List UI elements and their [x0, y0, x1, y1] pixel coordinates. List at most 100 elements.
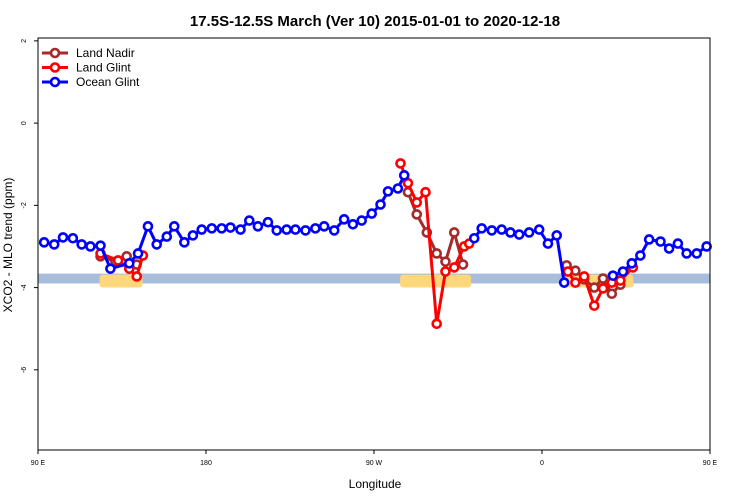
- series-group: [38, 158, 712, 330]
- data-point: [131, 271, 143, 282]
- data-point: [411, 209, 423, 220]
- data-point: [643, 234, 655, 245]
- data-point: [701, 241, 712, 252]
- data-point: [48, 239, 60, 250]
- data-point: [225, 222, 236, 233]
- data-point: [606, 288, 618, 300]
- data-point: [496, 224, 507, 235]
- data-point: [513, 229, 525, 240]
- data-point: [551, 230, 563, 241]
- series-ocean-glint: [38, 170, 712, 288]
- y-tick-label: -6: [21, 367, 28, 373]
- data-point: [607, 270, 619, 281]
- data-point: [252, 221, 264, 232]
- data-point: [235, 224, 246, 235]
- data-point: [76, 239, 87, 250]
- data-point: [597, 273, 609, 284]
- data-point: [271, 225, 283, 236]
- land-band: [400, 274, 472, 288]
- data-point: [382, 186, 394, 197]
- data-point: [57, 232, 69, 243]
- data-point: [67, 232, 79, 244]
- x-tick-label: 180: [200, 460, 212, 467]
- data-point: [300, 225, 311, 236]
- data-point: [597, 283, 609, 294]
- data-point: [112, 255, 124, 266]
- x-tick-label: 90 E: [31, 460, 46, 467]
- data-point: [558, 277, 570, 288]
- data-point: [457, 259, 469, 270]
- data-point: [672, 238, 684, 249]
- data-point: [588, 300, 600, 311]
- data-point: [431, 318, 443, 330]
- data-point: [85, 241, 96, 252]
- data-point: [448, 227, 460, 238]
- legend-label: Ocean Glint: [76, 75, 140, 89]
- y-axis: 2 0 -2 -4 -6: [21, 39, 38, 373]
- x-axis-label: Longitude: [349, 477, 402, 491]
- x-tick-label: 90 E: [703, 460, 718, 467]
- data-point: [392, 183, 404, 194]
- data-point: [431, 248, 443, 259]
- data-point: [398, 170, 410, 181]
- data-point: [542, 238, 554, 249]
- data-point: [123, 258, 135, 269]
- data-point: [366, 208, 378, 219]
- data-point: [663, 243, 675, 254]
- legend-marker: [49, 76, 61, 88]
- data-point: [338, 214, 350, 225]
- data-point: [655, 236, 666, 247]
- data-point: [562, 266, 574, 277]
- data-point: [95, 240, 106, 251]
- data-point: [310, 223, 321, 234]
- data-point: [105, 263, 116, 274]
- data-point: [691, 248, 703, 259]
- plot-frame: [37, 37, 711, 451]
- data-point: [132, 248, 144, 259]
- data-point: [617, 266, 629, 277]
- legend-label: Land Nadir: [76, 46, 135, 60]
- data-point: [440, 256, 451, 267]
- y-tick-label: -4: [21, 284, 28, 290]
- x-tick-label: 90 W: [366, 460, 383, 467]
- data-point: [206, 223, 218, 234]
- data-point: [161, 231, 173, 242]
- data-point: [196, 224, 208, 235]
- data-point: [216, 223, 227, 234]
- series-land-glint: [95, 158, 639, 330]
- data-point: [328, 225, 340, 236]
- data-point: [318, 221, 330, 232]
- data-point: [635, 250, 646, 261]
- data-point: [187, 230, 199, 241]
- data-point: [681, 248, 692, 259]
- data-point: [168, 221, 180, 232]
- data-point: [420, 186, 431, 198]
- legend-label: Land Glint: [76, 61, 131, 75]
- data-point: [486, 225, 498, 236]
- y-tick-label: 0: [21, 121, 28, 125]
- data-point: [281, 224, 292, 235]
- data-point: [533, 224, 545, 235]
- data-point: [440, 266, 451, 277]
- x-tick-label: 0: [540, 460, 544, 467]
- data-point: [356, 215, 367, 226]
- ocean-band: [38, 273, 710, 284]
- data-point: [588, 282, 600, 293]
- data-point: [468, 232, 480, 244]
- legend-marker: [49, 62, 61, 73]
- data-point: [523, 227, 535, 238]
- data-point: [476, 223, 488, 234]
- data-point: [505, 227, 516, 238]
- data-point: [347, 218, 359, 230]
- legend-marker: [49, 47, 61, 59]
- data-point: [395, 158, 406, 169]
- data-point: [402, 177, 414, 189]
- data-point: [38, 237, 50, 248]
- data-point: [262, 216, 274, 228]
- data-point: [375, 199, 386, 210]
- data-point: [142, 221, 154, 232]
